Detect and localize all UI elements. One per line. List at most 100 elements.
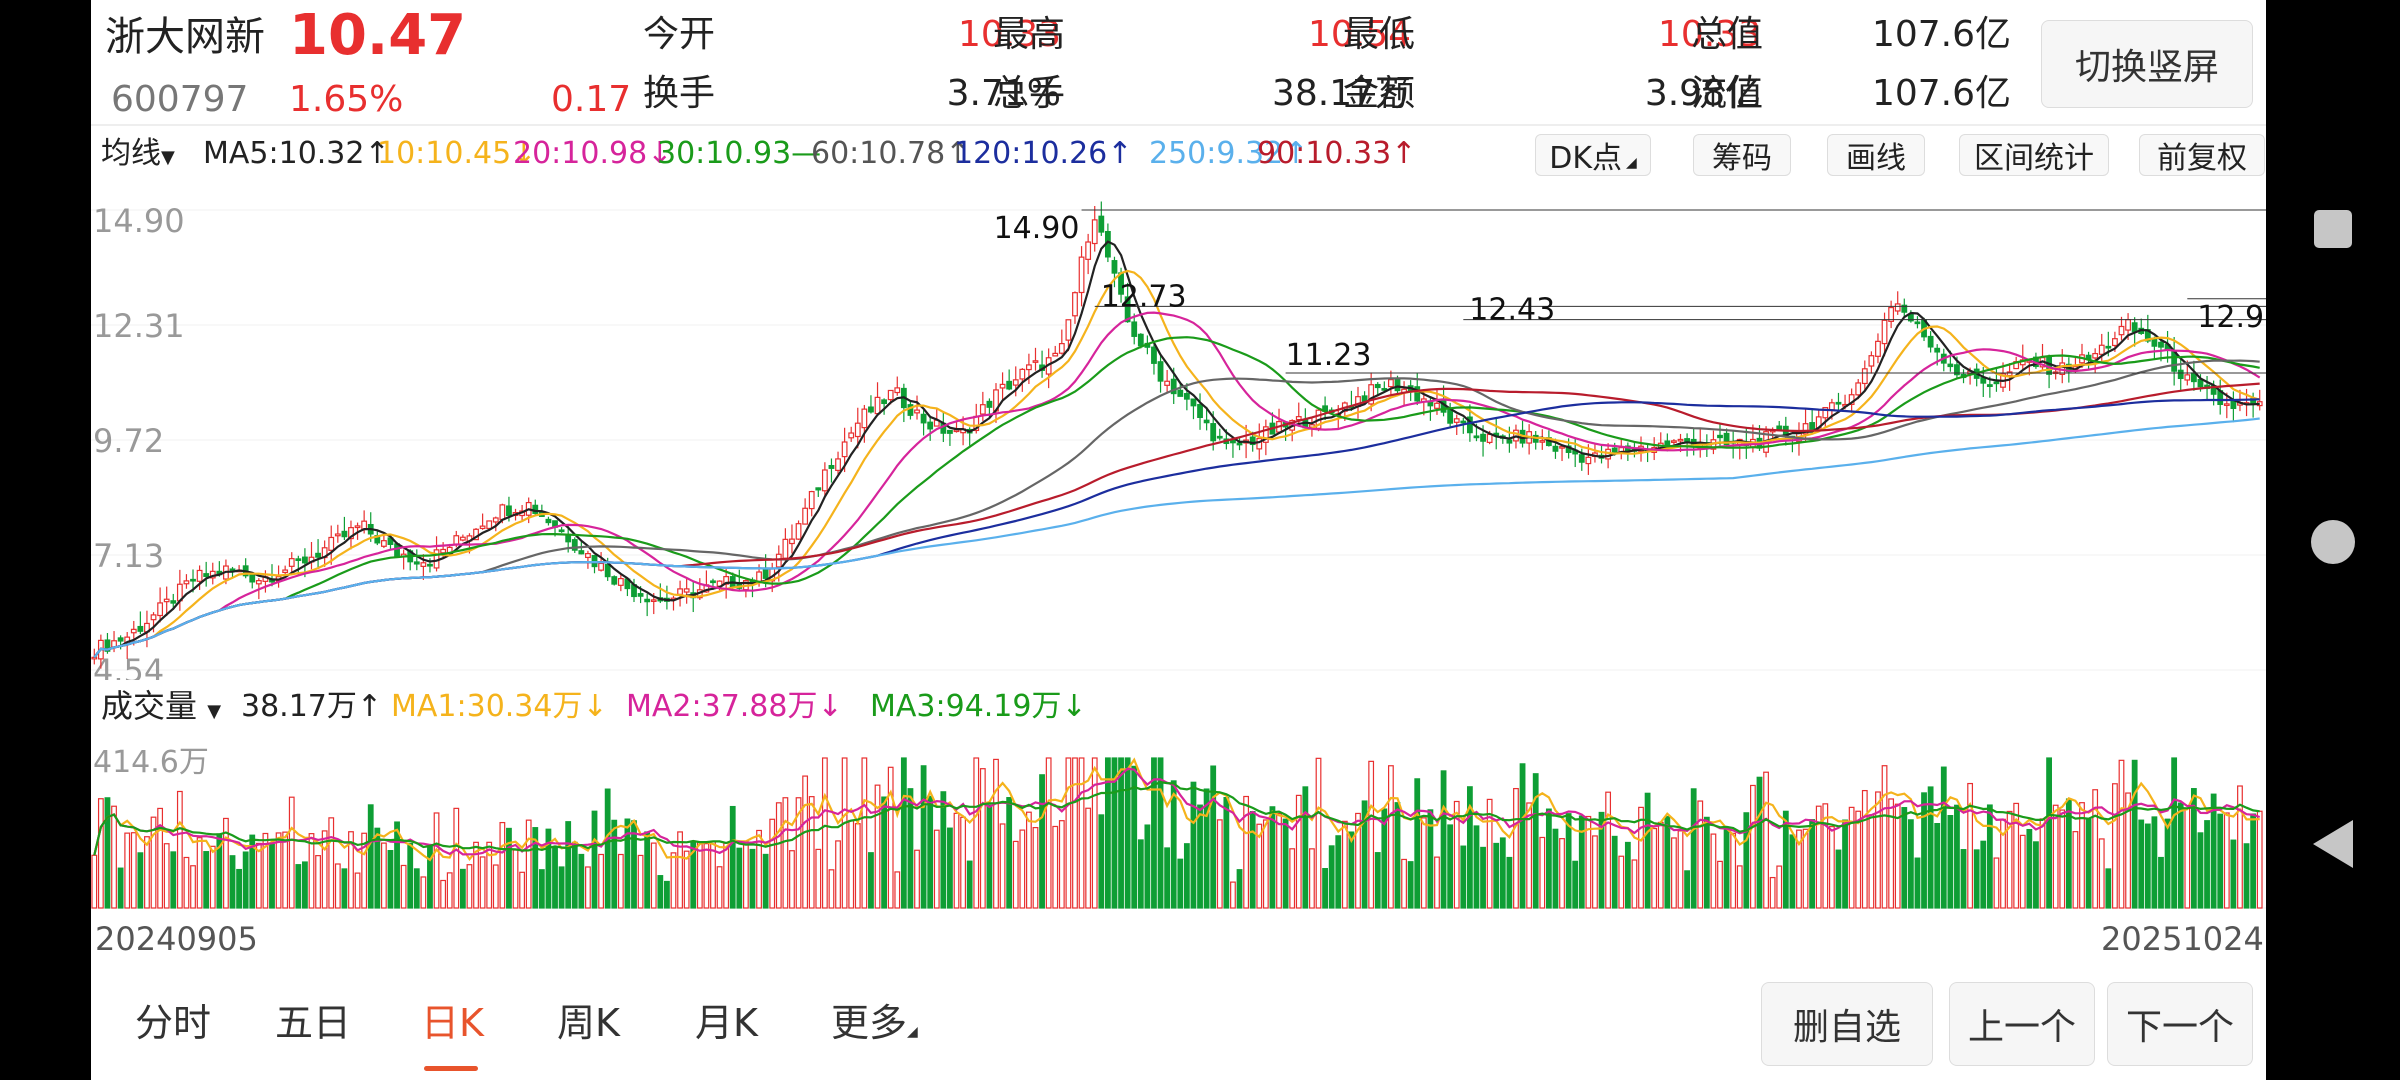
- candle-down: [532, 504, 539, 514]
- candle-up: [354, 525, 361, 529]
- volume-up-bar: [1539, 836, 1546, 909]
- volume-up-bar: [2125, 792, 2131, 909]
- volume-up-bar: [486, 841, 493, 909]
- ma90-line: [93, 382, 2260, 658]
- candle-up: [795, 523, 802, 540]
- volume-down-bar: [1480, 846, 1486, 909]
- draw-line-button[interactable]: 画线: [1827, 134, 1925, 176]
- candle-up: [782, 538, 789, 559]
- volume-chart[interactable]: 414.6万: [91, 732, 2266, 912]
- candle-down: [1993, 381, 2000, 385]
- volume-down-bar: [295, 864, 302, 909]
- ma10-line: [93, 269, 2261, 658]
- volume-down-bar: [1572, 860, 1579, 909]
- header-divider: [91, 124, 2266, 126]
- volume-down-bar: [2164, 818, 2171, 909]
- volume-down-bar: [736, 847, 743, 909]
- range-stats-button[interactable]: 区间统计: [1959, 134, 2109, 176]
- volume-up-bar: [1072, 757, 1078, 909]
- volume-up-bar: [1355, 812, 1361, 909]
- candle-down: [1137, 333, 1144, 347]
- candle-up: [756, 571, 762, 582]
- volume-up-bar: [1750, 784, 1756, 909]
- volume-up-bar: [361, 832, 368, 909]
- candle-down: [1473, 435, 1480, 439]
- y-tick-label: 9.72: [93, 422, 164, 460]
- recent-apps-icon[interactable]: [2314, 210, 2352, 248]
- ma-selector[interactable]: 均线▼: [101, 139, 175, 169]
- home-icon[interactable]: [2311, 520, 2355, 564]
- previous-stock-button[interactable]: 上一个: [1949, 982, 2095, 1066]
- volume-up-bar: [696, 841, 703, 909]
- dk-point-label: DK点: [1549, 141, 1622, 176]
- volume-up-bar: [453, 807, 460, 909]
- next-stock-button[interactable]: 下一个: [2107, 982, 2253, 1066]
- volume-up-bar: [446, 872, 453, 909]
- volume-down-bar: [1684, 870, 1690, 909]
- ma250-value: 250:9.32↑: [1149, 136, 1309, 171]
- chips-button[interactable]: 筹码: [1693, 134, 1791, 176]
- tab-daily-k[interactable]: 日K: [421, 1001, 484, 1045]
- candle-up: [1078, 256, 1085, 294]
- candle-up: [1559, 445, 1565, 449]
- volume-down-bar: [2210, 793, 2217, 909]
- volume-up-bar: [854, 823, 861, 909]
- candle-down: [1934, 347, 1941, 353]
- volume-ma1: MA1:30.34万↓: [391, 689, 608, 724]
- volume-down-bar: [1552, 828, 1559, 909]
- back-icon[interactable]: [2313, 820, 2353, 868]
- volume-up-bar: [795, 797, 802, 909]
- candle-up: [479, 525, 486, 530]
- volume-down-bar: [558, 866, 565, 909]
- volume-down-bar: [1973, 849, 1980, 909]
- volume-up-bar: [130, 832, 137, 909]
- forward-adjust-button[interactable]: 前复权: [2139, 134, 2265, 176]
- volume-up-bar: [2006, 810, 2013, 909]
- volume-down-bar: [1947, 815, 1954, 909]
- candle-down: [1216, 435, 1223, 439]
- volume-down-bar: [1565, 813, 1572, 909]
- volume-down-bar: [1039, 774, 1045, 909]
- candle-down: [611, 576, 618, 585]
- dk-point-button[interactable]: DK点 ◢: [1535, 134, 1651, 176]
- volume-down-bar: [966, 860, 973, 909]
- volume-down-bar: [1723, 827, 1730, 909]
- volume-down-bar: [1901, 807, 1908, 909]
- y-tick-label: 4.54: [93, 652, 164, 680]
- volume-up-bar: [2112, 783, 2118, 909]
- remove-watchlist-button[interactable]: 删自选: [1761, 982, 1933, 1066]
- volume-down-bar: [506, 827, 512, 909]
- candle-up: [499, 504, 506, 521]
- volume-down-bar: [2138, 819, 2145, 909]
- volume-up-bar: [802, 775, 809, 909]
- switch-portrait-button[interactable]: 切换竖屏: [2041, 20, 2253, 108]
- volume-selector[interactable]: 成交量 ▼: [101, 690, 221, 722]
- volume-up-bar: [1822, 803, 1829, 909]
- volume-down-bar: [1460, 845, 1467, 909]
- candle-up: [1085, 241, 1092, 260]
- volume-up-bar: [473, 841, 479, 909]
- volume-down-bar: [1927, 786, 1934, 909]
- volume-up-bar: [97, 798, 104, 909]
- volume-up-bar: [953, 812, 960, 909]
- tab-intraday[interactable]: 分时: [135, 1001, 212, 1045]
- candle-down: [315, 552, 321, 558]
- candle-down: [2177, 369, 2184, 380]
- volume-down-bar: [1381, 808, 1388, 909]
- tab-monthly-k[interactable]: 月K: [695, 1001, 758, 1045]
- volume-up-bar: [1894, 803, 1901, 909]
- candle-up: [459, 536, 466, 541]
- tab-weekly-k[interactable]: 周K: [557, 1001, 620, 1045]
- candle-up: [183, 580, 190, 585]
- candle-down: [1460, 420, 1467, 424]
- candle-up: [328, 536, 335, 551]
- tab-five-day[interactable]: 五日: [275, 1001, 352, 1045]
- volume-up-bar: [1592, 835, 1598, 909]
- candlestick-chart[interactable]: 14.90 12.31 9.72 7.13 4.54 14.90 12.73 12.43 11.…: [91, 180, 2266, 680]
- volume-up-bar: [1486, 798, 1493, 909]
- volume-up-bar: [1309, 848, 1315, 909]
- tab-more[interactable]: 更多◢: [831, 1004, 918, 1042]
- volume-up-bar: [2118, 759, 2125, 909]
- candle-down: [170, 600, 177, 604]
- candle-down: [1466, 416, 1473, 434]
